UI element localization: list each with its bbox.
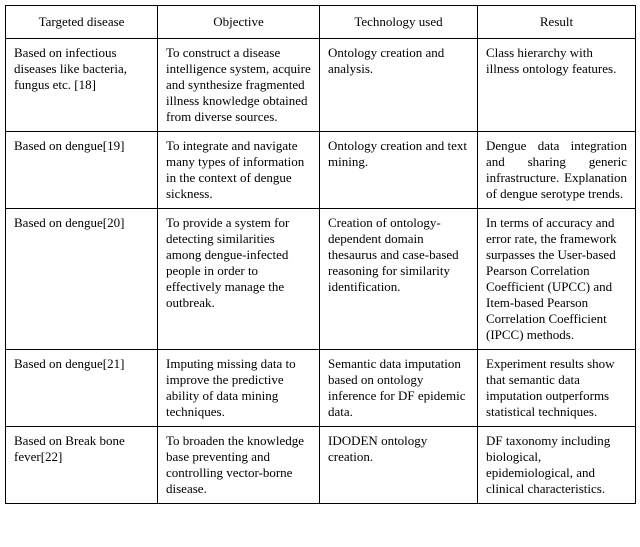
col-header-technology: Technology used — [320, 6, 478, 39]
cell-result: Class hierarchy with illness ontology fe… — [478, 39, 636, 132]
cell-objective: Imputing missing data to improve the pre… — [158, 350, 320, 427]
table-row: Based on dengue[21]Imputing missing data… — [6, 350, 636, 427]
col-header-targeted: Targeted disease — [6, 6, 158, 39]
cell-result: Dengue data integration and sharing gene… — [478, 132, 636, 209]
cell-targeted: Based on dengue[19] — [6, 132, 158, 209]
cell-technology: Semantic data imputation based on ontolo… — [320, 350, 478, 427]
table-row: Based on dengue[20]To provide a system f… — [6, 209, 636, 350]
table-body: Based on infectious diseases like bacter… — [6, 39, 636, 504]
cell-technology: Ontology creation and text mining. — [320, 132, 478, 209]
cell-technology: Creation of ontology-dependent domain th… — [320, 209, 478, 350]
cell-objective: To provide a system for detecting simila… — [158, 209, 320, 350]
cell-objective: To construct a disease intelligence syst… — [158, 39, 320, 132]
cell-result: DF taxonomy including biological, epidem… — [478, 427, 636, 504]
cell-technology: Ontology creation and analysis. — [320, 39, 478, 132]
cell-objective: To integrate and navigate many types of … — [158, 132, 320, 209]
table-row: Based on dengue[19]To integrate and navi… — [6, 132, 636, 209]
cell-objective: To broaden the knowledge base preventing… — [158, 427, 320, 504]
cell-result: In terms of accuracy and error rate, the… — [478, 209, 636, 350]
comparison-table: Targeted disease Objective Technology us… — [5, 5, 636, 504]
table-header-row: Targeted disease Objective Technology us… — [6, 6, 636, 39]
cell-targeted: Based on Break bone fever[22] — [6, 427, 158, 504]
cell-targeted: Based on dengue[20] — [6, 209, 158, 350]
cell-result: Experiment results show that semantic da… — [478, 350, 636, 427]
col-header-result: Result — [478, 6, 636, 39]
cell-targeted: Based on infectious diseases like bacter… — [6, 39, 158, 132]
table-row: Based on infectious diseases like bacter… — [6, 39, 636, 132]
col-header-objective: Objective — [158, 6, 320, 39]
table-row: Based on Break bone fever[22]To broaden … — [6, 427, 636, 504]
cell-targeted: Based on dengue[21] — [6, 350, 158, 427]
cell-technology: IDODEN ontology creation. — [320, 427, 478, 504]
